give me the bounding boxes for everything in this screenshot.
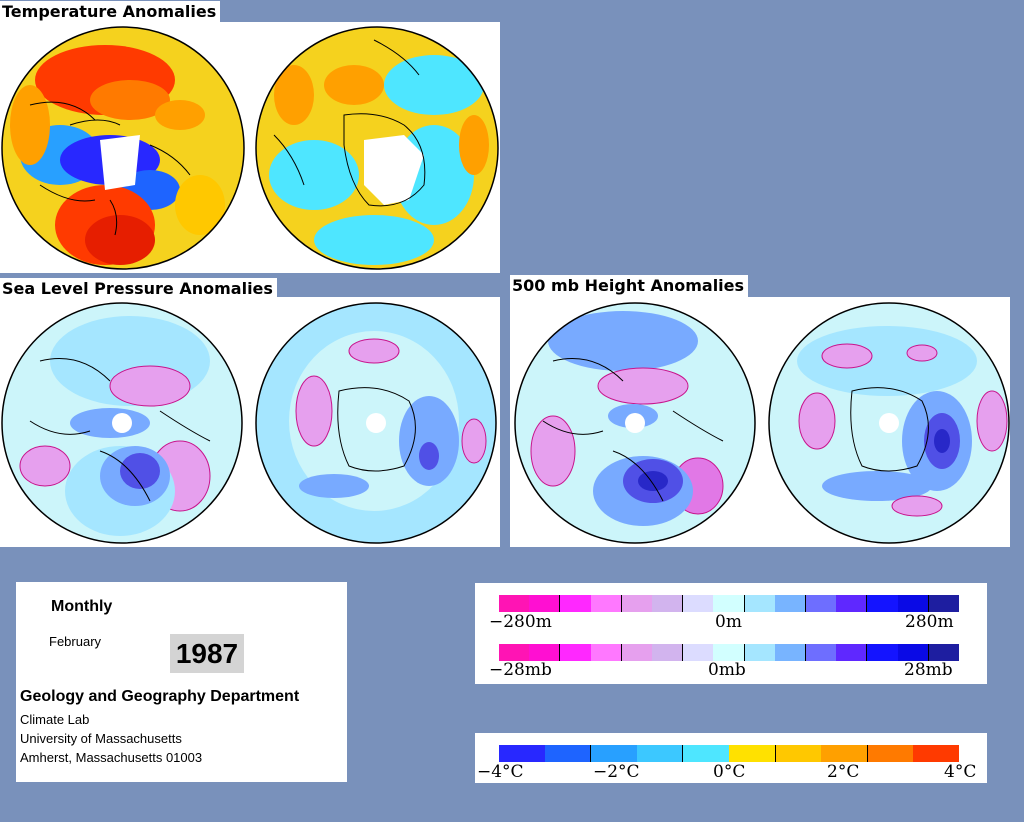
height-colorbar-segment — [866, 595, 898, 612]
height-mid-label: 0m — [715, 612, 742, 632]
height-title: 500 mb Height Anomalies — [510, 275, 749, 297]
slp-nh-globe — [1, 302, 243, 544]
height-colorbar-segment — [620, 595, 653, 612]
pressure-colorbar-segment — [743, 644, 775, 661]
height-colorbar-segment — [682, 595, 714, 612]
height-colorbar-segment — [927, 595, 960, 612]
pressure-colorbar-segment — [499, 644, 530, 661]
temperature-colorbar-segment — [590, 745, 637, 762]
temperature-colorbar-segment — [774, 745, 822, 762]
temperature-label-0: 0°C — [713, 762, 746, 782]
temperature-colorbar-segment — [636, 745, 683, 762]
height-colorbar-segment — [743, 595, 775, 612]
period-label: Monthly — [51, 598, 113, 615]
temperature-colorbar-segment — [866, 745, 914, 762]
temperature-nh-globe — [1, 26, 245, 270]
pressure-max-label: 28mb — [904, 660, 953, 680]
temperature-sh-globe — [255, 26, 499, 270]
pressure-colorbar — [499, 644, 960, 661]
pressure-colorbar-segment — [866, 644, 898, 661]
height-colorbar-segment — [590, 595, 621, 612]
pressure-colorbar-segment — [559, 644, 591, 661]
height-colorbar-segment — [774, 595, 806, 612]
pressure-colorbar-segment — [774, 644, 806, 661]
pressure-colorbar-segment — [713, 644, 744, 661]
pressure-colorbar-segment — [682, 644, 714, 661]
pressure-min-label: −28mb — [489, 660, 552, 680]
year-label: 1987 — [170, 634, 244, 673]
height-colorbar — [499, 595, 960, 612]
temperature-colorbar-segment — [499, 745, 545, 762]
height-colorbar-segment — [713, 595, 744, 612]
month-label: February — [49, 634, 102, 649]
pressure-colorbar-segment — [805, 644, 837, 661]
temperature-title: Temperature Anomalies — [0, 1, 221, 23]
address-label: Amherst, Massachusetts 01003 — [20, 750, 203, 765]
department-label: Geology and Geography Department — [20, 688, 300, 705]
temperature-colorbar-segment — [728, 745, 775, 762]
pressure-colorbar-segment — [836, 644, 867, 661]
height-nh-globe — [514, 302, 756, 544]
pressure-colorbar-segment — [620, 644, 653, 661]
slp-title: Sea Level Pressure Anomalies — [0, 278, 277, 300]
height-sh-globe — [768, 302, 1010, 544]
height-colorbar-segment — [499, 595, 530, 612]
temperature-label-2: 2°C — [827, 762, 860, 782]
height-pressure-legend: −280m 0m 280m −28mb 0mb 28mb — [475, 583, 987, 684]
temperature-legend: −4°C −2°C 0°C 2°C 4°C — [475, 733, 987, 783]
height-colorbar-segment — [805, 595, 837, 612]
height-max-label: 280m — [905, 612, 954, 632]
temperature-label-m2: −2°C — [593, 762, 640, 782]
lab-label: Climate Lab — [20, 712, 90, 727]
temperature-colorbar-segment — [913, 745, 959, 762]
temperature-colorbar-segment — [544, 745, 591, 762]
slp-sh-globe — [255, 302, 497, 544]
pressure-colorbar-segment — [897, 644, 928, 661]
pressure-colorbar-segment — [652, 644, 683, 661]
height-colorbar-segment — [897, 595, 928, 612]
height-colorbar-segment — [529, 595, 560, 612]
height-colorbar-segment — [836, 595, 867, 612]
temperature-colorbar-segment — [821, 745, 867, 762]
pressure-mid-label: 0mb — [708, 660, 746, 680]
height-min-label: −280m — [489, 612, 552, 632]
pressure-colorbar-segment — [590, 644, 621, 661]
temperature-colorbar-segment — [682, 745, 729, 762]
info-box: Monthly February 1987 Geology and Geogra… — [16, 582, 347, 782]
temperature-colorbar — [499, 745, 959, 762]
temperature-label-m4: −4°C — [477, 762, 524, 782]
height-colorbar-segment — [559, 595, 591, 612]
height-colorbar-segment — [652, 595, 683, 612]
temperature-label-4: 4°C — [944, 762, 977, 782]
university-label: University of Massachusetts — [20, 731, 182, 746]
pressure-colorbar-segment — [529, 644, 560, 661]
pressure-colorbar-segment — [927, 644, 960, 661]
